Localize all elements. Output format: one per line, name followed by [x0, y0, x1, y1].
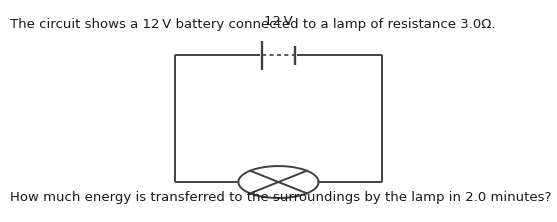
Text: 12 V: 12 V	[264, 15, 293, 28]
Text: The circuit shows a 12 V battery connected to a lamp of resistance 3.0Ω.: The circuit shows a 12 V battery connect…	[10, 18, 496, 31]
Text: How much energy is transferred to the surroundings by the lamp in 2.0 minutes?: How much energy is transferred to the su…	[10, 191, 551, 204]
